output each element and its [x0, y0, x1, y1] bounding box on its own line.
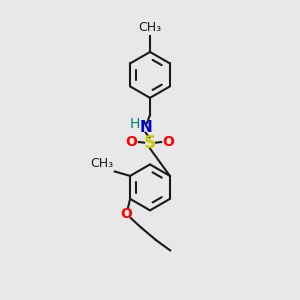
- Text: O: O: [121, 207, 133, 220]
- Text: CH₃: CH₃: [138, 21, 162, 34]
- Text: O: O: [125, 135, 137, 149]
- Text: S: S: [144, 134, 156, 152]
- Text: N: N: [139, 120, 152, 135]
- Text: O: O: [163, 135, 175, 149]
- Text: H: H: [129, 117, 140, 131]
- Text: CH₃: CH₃: [90, 157, 113, 170]
